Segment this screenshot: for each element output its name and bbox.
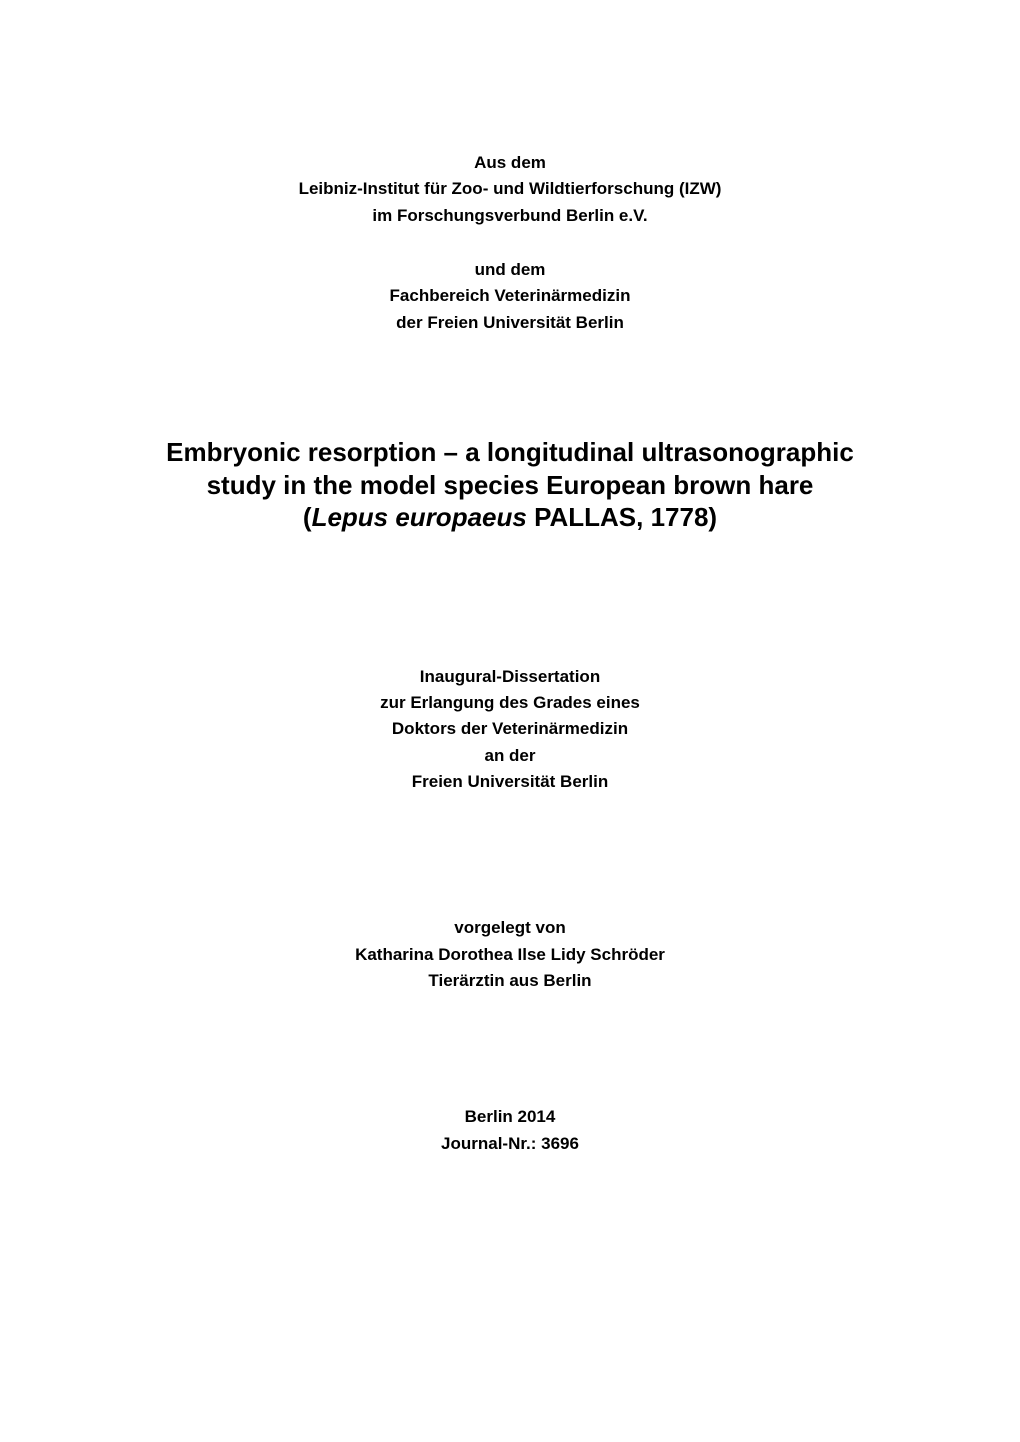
dissertation-line-5: Freien Universität Berlin <box>120 769 900 795</box>
author-line-3: Tierärztin aus Berlin <box>120 968 900 994</box>
dissertation-block: Inaugural-Dissertation zur Erlangung des… <box>120 664 900 796</box>
author-block: vorgelegt von Katharina Dorothea Ilse Li… <box>120 915 900 994</box>
title-line-1: Embryonic resorption – a longitudinal ul… <box>120 436 900 469</box>
author-line-1: vorgelegt von <box>120 915 900 941</box>
title-species-italic: Lepus europaeus <box>312 502 527 532</box>
department-line-3: der Freien Universität Berlin <box>120 310 900 336</box>
department-line-2: Fachbereich Veterinärmedizin <box>120 283 900 309</box>
institute-line-1: Aus dem <box>120 150 900 176</box>
institute-line-3: im Forschungsverbund Berlin e.V. <box>120 203 900 229</box>
author-name: Katharina Dorothea Ilse Lidy Schröder <box>120 942 900 968</box>
dissertation-line-2: zur Erlangung des Grades eines <box>120 690 900 716</box>
dissertation-line-3: Doktors der Veterinärmedizin <box>120 716 900 742</box>
title-paren-close: PALLAS, 1778) <box>527 502 717 532</box>
department-line-1: und dem <box>120 257 900 283</box>
footer-block: Berlin 2014 Journal-Nr.: 3696 <box>120 1104 900 1157</box>
title-line-3: (Lepus europaeus PALLAS, 1778) <box>120 501 900 534</box>
title-paren-open: ( <box>303 502 312 532</box>
footer-city-year: Berlin 2014 <box>120 1104 900 1130</box>
paper-title: Embryonic resorption – a longitudinal ul… <box>120 436 900 534</box>
department-block: und dem Fachbereich Veterinärmedizin der… <box>120 257 900 336</box>
institute-line-2: Leibniz-Institut für Zoo- und Wildtierfo… <box>120 176 900 202</box>
institute-block: Aus dem Leibniz-Institut für Zoo- und Wi… <box>120 150 900 229</box>
footer-journal-number: Journal-Nr.: 3696 <box>120 1131 900 1157</box>
dissertation-line-1: Inaugural-Dissertation <box>120 664 900 690</box>
title-page: Aus dem Leibniz-Institut für Zoo- und Wi… <box>0 0 1020 1442</box>
dissertation-line-4: an der <box>120 743 900 769</box>
title-line-2: study in the model species European brow… <box>120 469 900 502</box>
